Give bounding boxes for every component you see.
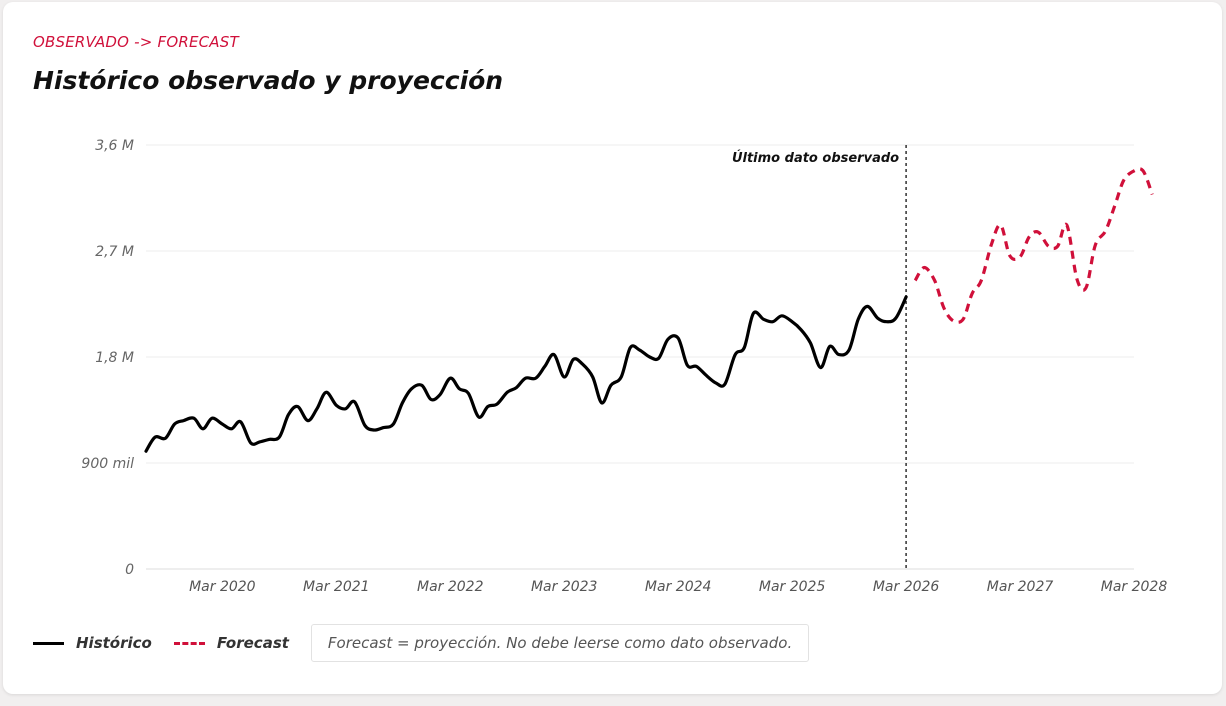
legend-item-forecast[interactable]: Forecast — [173, 634, 289, 652]
chart-title: Histórico observado y proyección — [33, 66, 504, 95]
legend-item-historico[interactable]: Histórico — [33, 634, 152, 652]
chart-eyebrow: OBSERVADO -> FORECAST — [33, 33, 239, 51]
legend-swatch-dashed — [173, 641, 205, 645]
x-tick-label: Mar 2025 — [759, 579, 826, 595]
last-observed-label: Último dato observado — [732, 150, 899, 166]
x-tick-label: Mar 2021 — [303, 579, 370, 595]
forecast-note: Forecast = proyección. No debe leerse co… — [310, 624, 810, 662]
x-tick-label: Mar 2022 — [417, 579, 484, 595]
series-line-histrico — [144, 295, 908, 453]
chart-card — [3, 2, 1222, 694]
x-tick-label: Mar 2024 — [645, 579, 712, 595]
legend-swatch-solid — [33, 641, 64, 645]
x-tick-label: Mar 2027 — [987, 579, 1054, 595]
x-tick-label: Mar 2026 — [873, 579, 940, 595]
y-tick-label: 1,8 M — [95, 350, 134, 366]
legend: Histórico Forecast Forecast = proyección… — [33, 623, 810, 663]
x-tick-label: Mar 2023 — [531, 579, 598, 595]
legend-label-historico: Histórico — [76, 634, 152, 652]
legend-label-forecast: Forecast — [216, 634, 289, 652]
x-tick-label: Mar 2020 — [189, 579, 256, 595]
y-tick-label: 900 mil — [81, 456, 134, 472]
y-tick-label: 2,7 M — [95, 244, 134, 260]
series-line-forecast — [913, 167, 1154, 324]
line-chart: 0 900 mil 1,8 M 2,7 M 3,6 M Mar 2020 Mar 2021 M… — [81, 138, 1168, 595]
x-tick-label: Mar 2028 — [1101, 579, 1168, 595]
y-tick-label: 3,6 M — [95, 138, 134, 154]
y-tick-label: 0 — [125, 562, 134, 578]
